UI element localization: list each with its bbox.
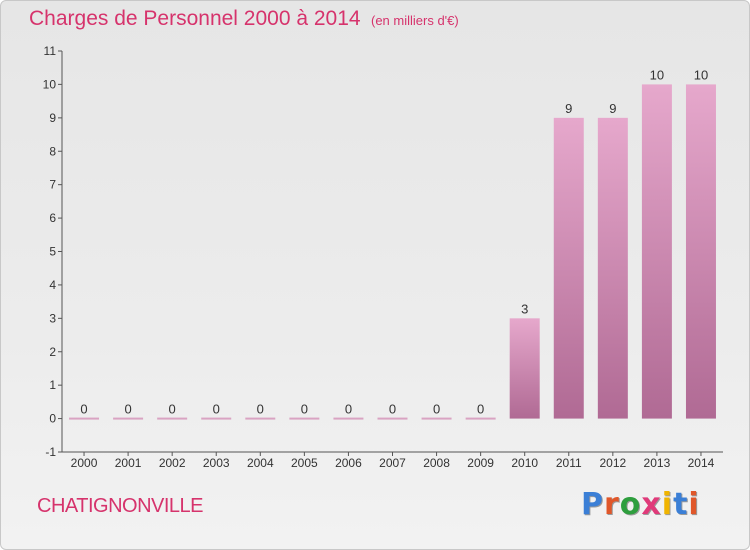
y-tick-label: 0	[49, 412, 56, 426]
x-tick-label: 2004	[247, 456, 274, 470]
proxiti-logo: Proxiti	[581, 487, 700, 522]
logo-letter: i	[688, 487, 700, 522]
logo-letter: i	[661, 487, 674, 522]
bar-value-label: 0	[257, 402, 264, 417]
y-tick-label: -1	[45, 445, 56, 459]
bar	[377, 417, 408, 420]
y-tick-label: 9	[49, 111, 56, 125]
bar-value-label: 0	[80, 402, 87, 417]
bar-value-label: 0	[345, 402, 352, 417]
y-tick-label: 8	[49, 144, 56, 158]
x-tick-label: 2003	[203, 456, 230, 470]
y-tick-label: 2	[49, 345, 56, 359]
chart-bars	[69, 84, 716, 420]
bar	[289, 417, 320, 420]
x-tick-label: 2010	[511, 456, 538, 470]
bar	[553, 117, 584, 419]
x-tick-label: 2006	[335, 456, 362, 470]
bar-value-label: 10	[650, 67, 664, 82]
x-tick-label: 2002	[159, 456, 186, 470]
x-tick-label: 2012	[599, 456, 626, 470]
bar-value-label: 3	[521, 301, 528, 316]
bar-value-label: 9	[609, 101, 616, 116]
bar	[69, 417, 100, 420]
bar	[421, 417, 452, 420]
y-tick-label: 1	[49, 378, 56, 392]
commune-name: CHATIGNONVILLE	[37, 495, 204, 517]
x-tick-label: 2014	[688, 456, 715, 470]
logo-letter: r	[604, 487, 620, 522]
y-tick-label: 5	[49, 245, 56, 259]
x-tick-label: 2011	[556, 456, 582, 470]
bar	[157, 417, 188, 420]
x-tick-label: 2001	[115, 456, 142, 470]
chart-axes: -1 0 1 2 3 4 5 6 7 8 9 10 11 2000 2001 2002 2003 2004 2005…	[43, 44, 723, 470]
bar	[333, 417, 364, 420]
bar	[465, 417, 496, 420]
bar-value-label: 10	[694, 67, 708, 82]
bar-value-label: 0	[433, 402, 440, 417]
y-tick-label: 11	[44, 44, 57, 58]
bar	[113, 417, 144, 420]
x-tick-label: 2008	[423, 456, 450, 470]
y-tick-label: 7	[49, 178, 56, 192]
logo-letter: P	[581, 487, 604, 522]
logo-letter: o	[619, 487, 642, 522]
bar	[509, 318, 540, 419]
bar-value-label: 0	[477, 402, 484, 417]
y-tick-label: 6	[49, 211, 56, 225]
y-tick-label: 10	[43, 77, 57, 91]
chart-subtitle: (en milliers d'€)	[371, 13, 459, 28]
bar-value-label: 0	[301, 402, 308, 417]
y-tick-label: 3	[49, 311, 56, 325]
x-tick-label: 2000	[71, 456, 98, 470]
bar	[597, 117, 628, 419]
logo-letter: t	[673, 487, 689, 522]
x-tick-label: 2007	[379, 456, 406, 470]
bar-value-label: 9	[565, 101, 572, 116]
chart-title: Charges de Personnel 2000 à 2014	[29, 7, 361, 30]
bar-value-label: 0	[389, 402, 396, 417]
bar-value-label: 0	[169, 402, 176, 417]
x-tick-label: 2009	[467, 456, 494, 470]
bar-value-label: 0	[124, 402, 131, 417]
x-tick-label: 2013	[644, 456, 671, 470]
bar	[201, 417, 232, 420]
chart-value-labels: 0 0 0 0 0 0 0 0 0 0 3 9 9 10 10	[80, 67, 708, 416]
bar	[641, 84, 672, 419]
y-tick-label: 4	[49, 278, 56, 292]
bar-value-label: 0	[213, 402, 220, 417]
x-tick-label: 2005	[291, 456, 318, 470]
logo-letter: x	[641, 487, 662, 522]
bar	[245, 417, 276, 420]
bar	[685, 84, 716, 419]
